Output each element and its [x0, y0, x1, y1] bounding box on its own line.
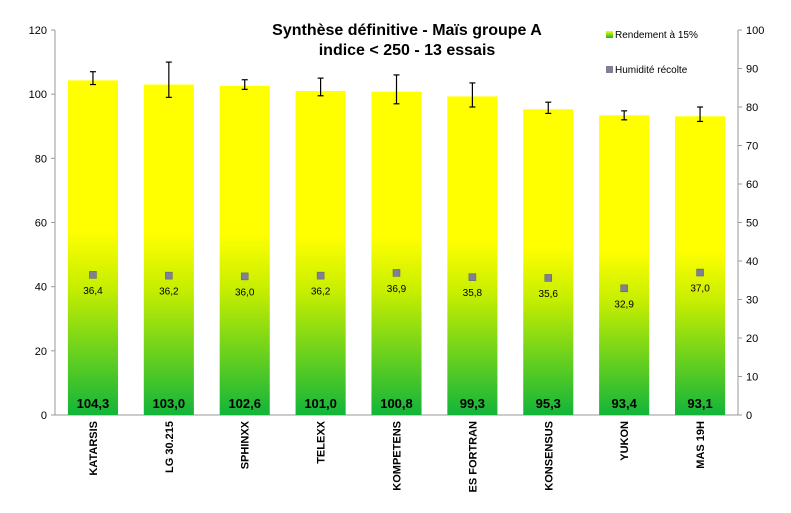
right-axis-ticks: 0 10 20 30 40 50 60 70 80 90 100 [738, 25, 764, 422]
left-tick-label: 120 [29, 25, 47, 37]
humidity-label: 36,2 [159, 287, 179, 298]
left-axis: 0 20 40 60 80 100 120 [29, 25, 56, 422]
value-label: 101,0 [304, 396, 337, 411]
humidity-markers [89, 268, 704, 293]
humidity-marker [240, 272, 249, 281]
value-label: 103,0 [153, 396, 186, 411]
chart-title: Synthèse définitive - Maïs groupe A indi… [272, 22, 542, 59]
right-tick-label: 80 [746, 102, 758, 114]
labels: 36,4 104,3 36,2 103,0 36,0 102,6 36,2 101,0 36,9… [77, 284, 713, 411]
right-tick-label: 0 [746, 410, 752, 422]
right-tick-label: 10 [746, 372, 758, 384]
category-label: LG 30.215 [164, 421, 176, 473]
right-tick-label: 100 [746, 25, 764, 37]
right-axis: 0 10 20 30 40 50 60 70 80 90 100 [737, 25, 764, 422]
category-label: ES FORTRAN [467, 421, 479, 493]
humidity-marker [696, 268, 704, 277]
right-tick-label: 50 [746, 218, 758, 230]
value-label: 100,8 [380, 396, 413, 411]
value-label: 95,3 [536, 396, 561, 411]
right-tick-label: 20 [746, 333, 758, 345]
left-tick-label: 20 [35, 346, 47, 358]
humidity-marker [316, 271, 325, 280]
value-label: 93,4 [612, 396, 638, 411]
category-label: MAS 19H [695, 421, 707, 469]
humidity-marker [392, 269, 401, 277]
chart-title-line-1: Synthèse définitive - Maïs groupe A [272, 22, 542, 39]
error-bars [89, 61, 704, 123]
value-label: 93,1 [687, 396, 712, 411]
left-tick-label: 0 [41, 410, 47, 422]
humidity-label: 36,9 [387, 284, 407, 295]
right-tick-label: 70 [746, 141, 758, 153]
value-label: 104,3 [77, 396, 110, 411]
humidity-label: 35,6 [539, 289, 559, 300]
humidity-label: 32,9 [614, 299, 634, 310]
category-label: KATARSIS [88, 421, 100, 476]
legend-label-humidite: Humidité récolte [615, 65, 688, 76]
category-label: SPHINXX [240, 420, 252, 469]
legend-swatch-humidite [606, 66, 613, 73]
bar [447, 96, 498, 415]
legend: Rendement à 15% Humidité récolte [606, 30, 698, 76]
bar [371, 91, 422, 415]
bar [599, 115, 650, 415]
category-label: KOMPETENS [392, 421, 404, 491]
bar [67, 80, 118, 415]
bar [675, 116, 726, 415]
humidity-label: 36,0 [235, 287, 255, 298]
bars [67, 80, 726, 416]
humidity-label: 37,0 [690, 284, 710, 295]
legend-swatch-rendement [606, 31, 613, 38]
bar [219, 85, 270, 415]
value-label: 99,3 [460, 396, 485, 411]
category-labels: KATARSIS LG 30.215 SPHINXX TELEXX KOMPETENS E… [88, 420, 707, 492]
humidity-label: 36,4 [83, 286, 103, 297]
left-tick-label: 100 [29, 89, 47, 101]
left-tick-label: 80 [35, 153, 47, 165]
left-tick-label: 60 [35, 218, 47, 230]
left-tick-label: 40 [35, 282, 47, 294]
right-tick-label: 60 [746, 179, 758, 191]
right-tick-label: 90 [746, 64, 758, 76]
chart-title-line-2: indice < 250 - 13 essais [319, 42, 496, 59]
right-tick-label: 40 [746, 256, 758, 268]
humidity-label: 36,2 [311, 287, 331, 298]
humidity-marker [165, 271, 173, 280]
humidity-marker [468, 273, 477, 281]
legend-label-rendement: Rendement à 15% [615, 30, 698, 41]
humidity-marker [544, 274, 553, 282]
left-axis-ticks: 0 20 40 60 80 100 120 [29, 25, 55, 422]
category-label: TELEXX [316, 420, 328, 463]
value-label: 102,6 [228, 396, 261, 411]
humidity-label: 35,8 [463, 288, 483, 299]
bar [295, 90, 346, 415]
right-tick-label: 30 [746, 295, 758, 307]
bar [523, 109, 574, 415]
humidity-marker [620, 284, 628, 293]
humidity-marker [89, 271, 97, 279]
bar [143, 84, 194, 416]
category-label: YUKON [619, 421, 631, 461]
category-label: KONSENSUS [543, 421, 555, 491]
